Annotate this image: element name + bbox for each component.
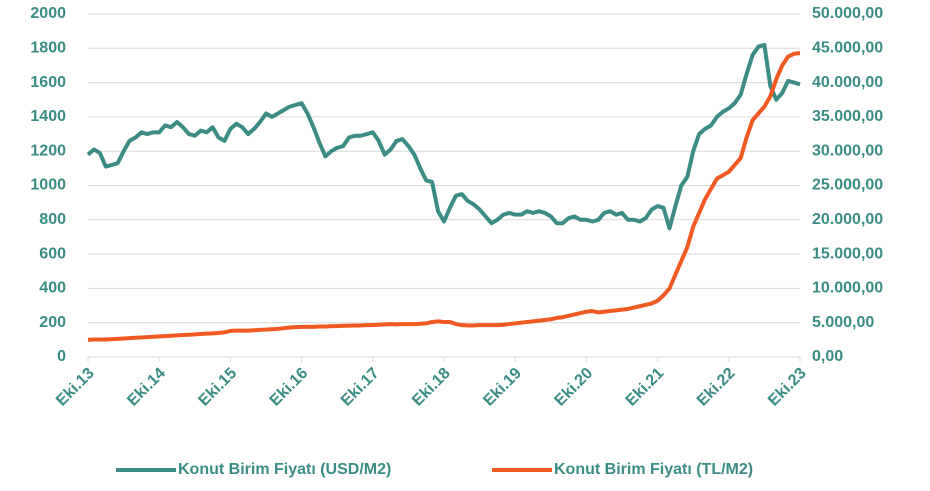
y-tick-label: 1400 xyxy=(30,108,66,125)
x-tick-label: Eki.14 xyxy=(124,365,169,410)
y-tick-label: 800 xyxy=(39,211,66,228)
y-tick-label: 1600 xyxy=(30,74,66,91)
y2-tick-label: 45.000,00 xyxy=(812,40,883,57)
x-tick-label: Eki.16 xyxy=(267,365,312,410)
series-line xyxy=(86,42,801,231)
x-tick-label: Eki.18 xyxy=(409,365,454,410)
y2-tick-label: 30.000,00 xyxy=(812,142,883,159)
x-tick-label: Eki.15 xyxy=(195,365,240,410)
legend-label: Konut Birim Fiyatı (USD/M2) xyxy=(178,461,391,478)
y-tick-label: 400 xyxy=(39,280,66,297)
y2-tick-label: 20.000,00 xyxy=(812,211,883,228)
y-tick-label: 2000 xyxy=(30,5,66,22)
y-tick-label: 1800 xyxy=(30,40,66,57)
y2-tick-label: 35.000,00 xyxy=(812,108,883,125)
x-tick-label: Eki.17 xyxy=(338,365,383,410)
x-tick-label: Eki.23 xyxy=(765,365,810,410)
x-tick-label: Eki.20 xyxy=(551,365,596,410)
x-tick-label: Eki.22 xyxy=(694,365,739,410)
y-tick-label: 0 xyxy=(57,348,66,365)
series-line xyxy=(87,51,801,342)
x-tick-label: Eki.13 xyxy=(53,365,98,410)
y2-tick-label: 40.000,00 xyxy=(812,74,883,91)
y2-tick-label: 10.000,00 xyxy=(812,280,883,297)
y2-tick-label: 0,00 xyxy=(812,348,843,365)
x-tick-label: Eki.21 xyxy=(623,365,668,410)
legend-label: Konut Birim Fiyatı (TL/M2) xyxy=(554,461,753,478)
y2-tick-label: 5.000,00 xyxy=(812,314,874,331)
y-tick-label: 1000 xyxy=(30,177,66,194)
y-tick-label: 600 xyxy=(39,245,66,262)
y2-tick-label: 50.000,00 xyxy=(812,5,883,22)
y2-tick-label: 25.000,00 xyxy=(812,177,883,194)
y2-tick-label: 15.000,00 xyxy=(812,245,883,262)
y-tick-label: 1200 xyxy=(30,142,66,159)
x-tick-label: Eki.19 xyxy=(480,365,525,410)
y-tick-label: 200 xyxy=(39,314,66,331)
